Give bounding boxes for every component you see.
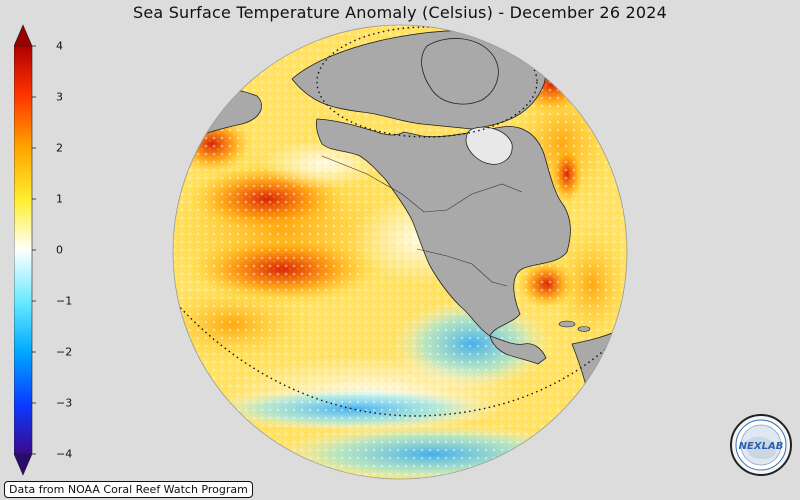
globe-svg — [172, 24, 628, 480]
colorbar-min-arrow — [13, 453, 33, 476]
data-source-credit: Data from NOAA Coral Reef Watch Program — [4, 481, 253, 498]
colorbar: 4 3 2 1 0 −1 −2 −3 −4 — [13, 24, 72, 476]
globe-map — [172, 24, 628, 480]
colorbar-tick-label: −1 — [56, 294, 73, 308]
colorbar-tick-label: 4 — [56, 39, 63, 53]
nexlab-logo: NEXLAB — [730, 414, 792, 476]
colorbar-tick-label: −4 — [56, 447, 73, 461]
colorbar-tick-label: 2 — [56, 141, 63, 155]
colorbar-tick-label: 1 — [56, 192, 63, 206]
colorbar-tick-label: −2 — [56, 345, 73, 359]
logo-text: NEXLAB — [739, 441, 784, 452]
colorbar-bar — [13, 24, 36, 476]
colorbar-tick-label: −3 — [56, 396, 73, 410]
map-title: Sea Surface Temperature Anomaly (Celsius… — [133, 3, 667, 22]
colorbar-tick-label: 3 — [56, 90, 63, 104]
colorbar-tick-label: 0 — [56, 243, 63, 257]
colorbar-max-arrow — [13, 24, 33, 47]
